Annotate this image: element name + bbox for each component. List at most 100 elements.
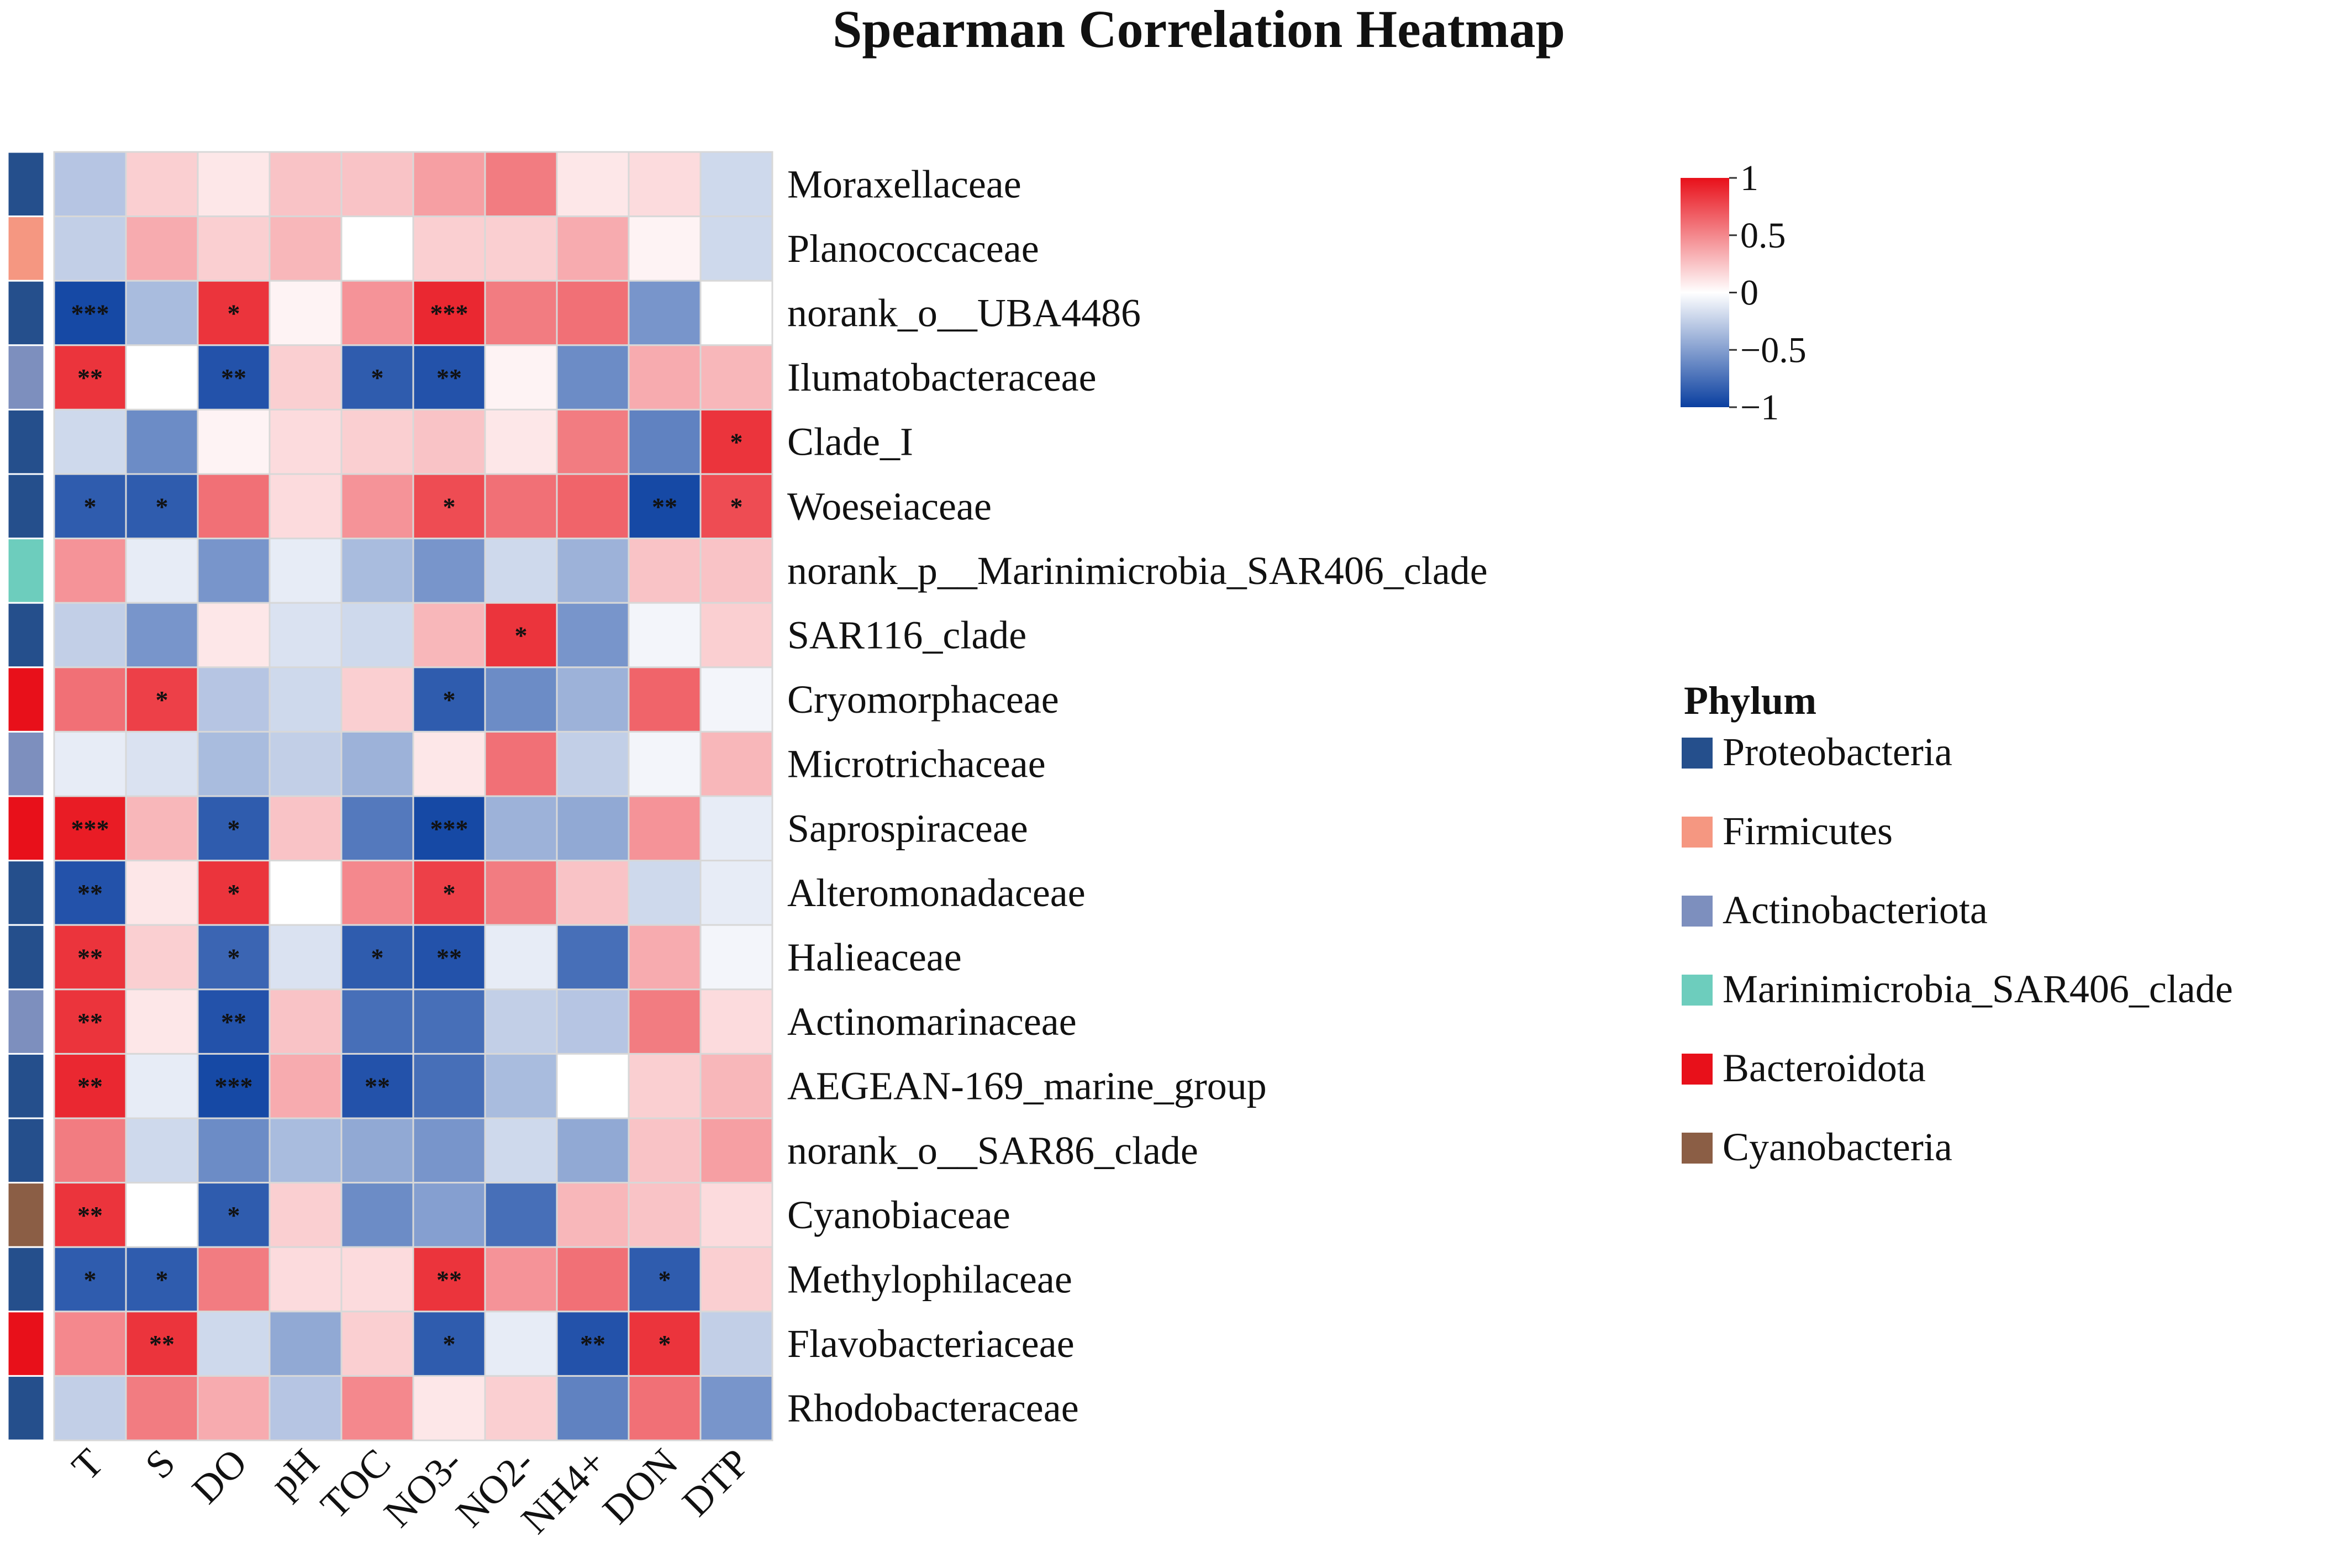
heatmap-cell [268, 215, 343, 282]
column-label: NO3- [376, 1440, 471, 1536]
significance-mark: *** [430, 814, 468, 843]
phylum-annotation-cell [7, 473, 45, 540]
heatmap-cell [340, 730, 414, 797]
row-labels: Moraxellaceae Planococcaceae norank_o__UBA… [787, 162, 1488, 1430]
significance-mark: ** [77, 1201, 103, 1229]
heatmap-cell [197, 988, 271, 1055]
heatmap-cell [268, 860, 343, 926]
significance-mark: * [443, 1330, 456, 1358]
phylum-annotation-cell [7, 1182, 45, 1248]
row-label: norank_p__Marinimicrobia_SAR406_clade [787, 549, 1488, 593]
heatmap-cell [340, 538, 414, 604]
heatmap-cell [125, 1375, 199, 1441]
significance-mark: ** [77, 944, 103, 972]
heatmap-cell [268, 280, 343, 346]
significance-mark: ** [580, 1330, 605, 1358]
color-scale-tick-label: −0.5 [1740, 330, 1807, 370]
significance-mark: ** [436, 944, 462, 972]
heatmap-cell [268, 344, 343, 411]
significance-mark: * [156, 492, 168, 520]
column-label: DTP [674, 1440, 759, 1525]
heatmap-cell [412, 988, 486, 1055]
significance-mark: ** [221, 1008, 246, 1036]
heatmap-cell [197, 408, 271, 475]
heatmap-cell [484, 1375, 558, 1441]
phylum-annotation-cell [7, 408, 45, 475]
heatmap-cell [556, 602, 630, 669]
heatmap-cell [340, 1246, 414, 1313]
heatmap-cell [699, 1311, 773, 1377]
heatmap-cell [268, 1182, 343, 1248]
heatmap-cell [556, 795, 630, 862]
heatmap-cell [125, 215, 199, 282]
heatmap-cell [484, 1182, 558, 1248]
heatmap-cell [699, 344, 773, 411]
row-label: Ilumatobacteraceae [787, 355, 1097, 399]
heatmap-cell [412, 1246, 486, 1313]
heatmap-cell [268, 666, 343, 733]
heatmap-cell [556, 666, 630, 733]
heatmap-cell [268, 795, 343, 862]
heatmap-cell [556, 344, 630, 411]
heatmap-cell [125, 795, 199, 862]
heatmap-cell [484, 344, 558, 411]
heatmap-cell [412, 215, 486, 282]
legend-swatch [1682, 896, 1713, 927]
phylum-annotation-cell [7, 538, 45, 604]
heatmap-cell [484, 1053, 558, 1119]
heatmap-cell [628, 1375, 702, 1441]
heatmap-cell [125, 924, 199, 991]
phylum-annotation-cell [7, 666, 45, 733]
heatmap-cell [484, 795, 558, 862]
row-label: norank_o__SAR86_clade [787, 1128, 1198, 1172]
significance-mark: ** [77, 1072, 103, 1101]
heatmap-cell [53, 215, 127, 282]
heatmap-cell [556, 1311, 630, 1377]
heatmap-cell [699, 924, 773, 991]
heatmap-cell [340, 988, 414, 1055]
heatmap-cell [484, 924, 558, 991]
significance-mark: * [443, 492, 456, 520]
heatmap-cell [197, 860, 271, 926]
significance-mark: * [443, 879, 456, 907]
phylum-annotation-cell [7, 1246, 45, 1313]
legend-label: Cyanobacteria [1723, 1125, 1952, 1169]
significance-mark: ** [77, 364, 103, 392]
heatmap-cell [412, 860, 486, 926]
phylum-annotation-cell [7, 730, 45, 797]
color-scale-bar [1681, 178, 1729, 407]
heatmap-cell [125, 860, 199, 926]
heatmap-cell [628, 344, 702, 411]
heatmap-cell [268, 1311, 343, 1377]
heatmap-cell [556, 860, 630, 926]
heatmap-cell [53, 730, 127, 797]
heatmap-cell [628, 795, 702, 862]
heatmap-cell [412, 666, 486, 733]
heatmap-cell [268, 602, 343, 669]
row-label: AEGEAN-169_marine_group [787, 1064, 1267, 1108]
heatmap-cell [125, 538, 199, 604]
heatmap-cell [53, 1117, 127, 1184]
heatmap-cell [412, 795, 486, 862]
significance-mark: *** [71, 299, 109, 328]
heatmap-cell [268, 538, 343, 604]
heatmap-cell [53, 924, 127, 991]
heatmap-cell [628, 280, 702, 346]
phylum-annotation-cell [7, 1375, 45, 1441]
heatmap-cell [412, 1182, 486, 1248]
row-label: Alteromonadaceae [787, 871, 1086, 915]
heatmap-cell [484, 602, 558, 669]
heatmap-cell [268, 730, 343, 797]
heatmap-cell [53, 151, 127, 218]
significance-mark: * [515, 622, 528, 650]
heatmap-cell [699, 666, 773, 733]
heatmap-cell [412, 408, 486, 475]
heatmap-cell [484, 151, 558, 218]
column-label: T [64, 1440, 112, 1489]
significance-mark: * [84, 1266, 97, 1294]
heatmap-cell [556, 473, 630, 540]
phylum-annotation-cell [7, 280, 45, 346]
phylum-annotation-cell [7, 988, 45, 1055]
heatmap-cell [628, 988, 702, 1055]
